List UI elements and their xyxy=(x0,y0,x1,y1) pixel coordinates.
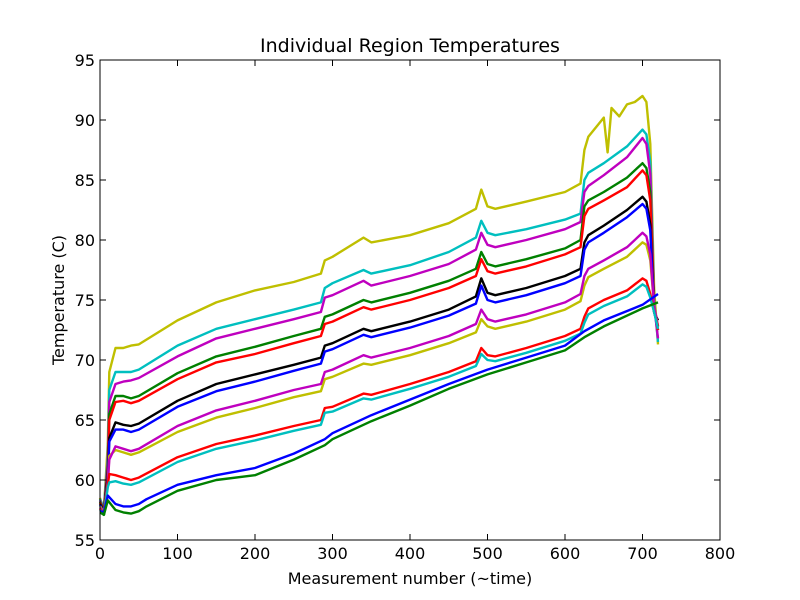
y-tick-label: 75 xyxy=(75,291,95,310)
x-axis-title: Measurement number (~time) xyxy=(288,569,533,588)
x-tick-label: 400 xyxy=(395,544,426,563)
y-axis: 55 60 65 70 75 80 85 90 95 xyxy=(75,51,720,550)
series-line-8 xyxy=(98,241,660,514)
x-tick-label: 800 xyxy=(705,544,736,563)
y-tick-label: 90 xyxy=(75,111,95,130)
y-tick-label: 80 xyxy=(75,231,95,250)
x-tick-label: 500 xyxy=(472,544,503,563)
series-line-7 xyxy=(98,202,660,514)
series-line-6 xyxy=(98,195,660,513)
y-axis-title: Temperature (C) xyxy=(49,235,68,366)
x-tick-label: 600 xyxy=(550,544,581,563)
series-line-11 xyxy=(99,283,660,516)
y-tick-label: 55 xyxy=(75,531,95,550)
series-line-3 xyxy=(98,136,660,512)
series-line-9 xyxy=(98,231,660,515)
series-line-13 xyxy=(99,301,659,516)
y-tick-label: 95 xyxy=(75,51,95,70)
series-line-10 xyxy=(98,277,660,516)
y-tick-label: 70 xyxy=(75,351,95,370)
x-tick-label: 100 xyxy=(162,544,193,563)
x-tick-label: 0 xyxy=(95,544,105,563)
chart-title: Individual Region Temperatures xyxy=(260,35,560,57)
series-line-5 xyxy=(98,169,660,513)
y-tick-label: 65 xyxy=(75,411,95,430)
y-tick-label: 85 xyxy=(75,171,95,190)
x-tick-label: 700 xyxy=(627,544,658,563)
series-line-4 xyxy=(98,161,660,512)
x-tick-label: 300 xyxy=(317,544,348,563)
x-tick-label: 200 xyxy=(240,544,271,563)
series-line-1 xyxy=(98,94,660,512)
series-line-2 xyxy=(98,128,660,510)
series-line-12 xyxy=(99,293,659,514)
y-tick-label: 60 xyxy=(75,471,95,490)
series-layer xyxy=(98,94,660,516)
x-axis: 0 100 200 300 400 500 600 700 800 xyxy=(95,60,735,563)
